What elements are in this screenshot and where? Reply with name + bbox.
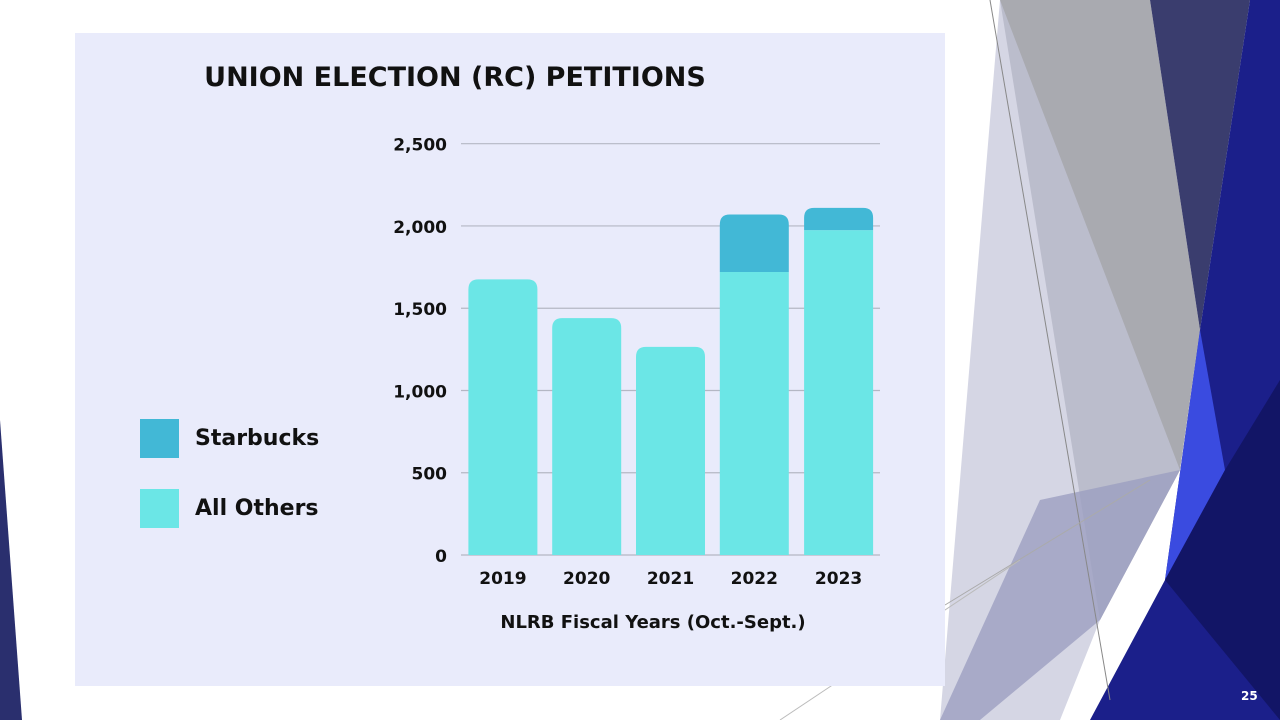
x-tick-label: 2020 (563, 569, 610, 589)
legend-swatch-all-others (140, 489, 179, 528)
x-axis-label: NLRB Fiscal Years (Oct.-Sept.) (500, 612, 805, 633)
legend-item-starbucks: Starbucks (140, 419, 319, 458)
bar-starbucks-2022 (719, 214, 789, 273)
chart-title: UNION ELECTION (RC) PETITIONS (204, 62, 706, 93)
legend-label: Starbucks (195, 426, 320, 451)
legend-item-all-others: All Others (140, 489, 319, 528)
x-tick-label: 2021 (647, 569, 694, 589)
page-number: 25 (1241, 689, 1258, 703)
bar-all-others-2019 (468, 279, 538, 555)
bar-all-others-2021 (636, 346, 705, 555)
legend-label: All Others (195, 496, 319, 521)
y-tick-label: 1,500 (393, 300, 447, 320)
y-tick-label: 1,000 (393, 382, 447, 402)
y-tick-label: 2,000 (393, 218, 447, 238)
y-tick-label: 0 (435, 547, 447, 567)
x-tick-label: 2023 (815, 569, 862, 589)
y-tick-label: 2,500 (393, 136, 447, 156)
x-tick-label: 2022 (731, 569, 778, 589)
bar-all-others-2020 (552, 318, 622, 555)
legend-swatch-starbucks (140, 419, 179, 458)
bar-all-others-2023 (804, 230, 874, 555)
y-tick-label: 500 (412, 465, 448, 485)
bar-starbucks-2023 (804, 207, 874, 231)
x-tick-label: 2019 (479, 569, 526, 589)
bar-all-others-2022 (719, 272, 789, 555)
